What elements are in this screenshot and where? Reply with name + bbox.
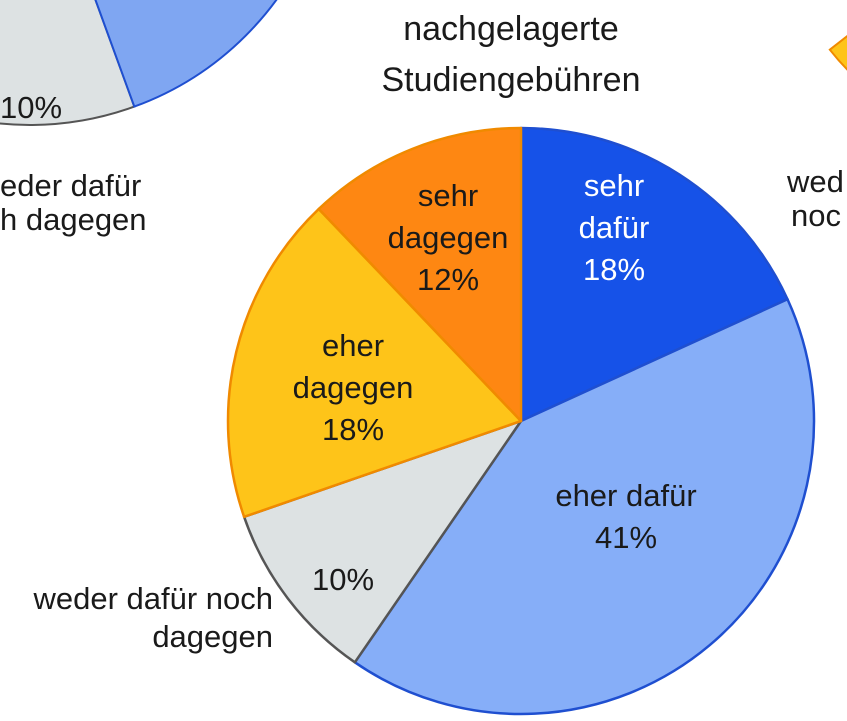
- pie-value-label: 10%: [312, 562, 374, 597]
- pie-category-label: dagegen: [293, 370, 414, 405]
- pie-category-label: dagegen: [152, 619, 273, 654]
- pie-category-label: sehr: [418, 178, 478, 213]
- pie-slice-sehr-dagegen: [317, 126, 523, 423]
- left-pie-chart: 10% eder dafür h dagegen: [0, 0, 278, 237]
- left-pie-value-label: 10%: [0, 90, 62, 125]
- pie-category-label: weder dafür noch: [32, 581, 273, 616]
- right-pie-slice-eher-dagegen: [828, 34, 847, 71]
- pie-category-label: dagegen: [388, 220, 509, 255]
- pie-slice-weder-daf-r-noch-dagegen: [242, 419, 523, 664]
- right-pie-category-label-1: wed: [786, 164, 844, 199]
- pie-value-label: 18%: [322, 412, 384, 447]
- right-pie-chart: wed noc: [786, 34, 847, 233]
- left-pie-slice-eher-dafuer: [94, 0, 278, 108]
- main-pie-chart: [226, 126, 816, 716]
- pie-slice-eher-dagegen: [226, 207, 523, 519]
- pie-category-label: eher: [322, 328, 384, 363]
- pie-slice-eher-daf-r: [353, 298, 816, 716]
- pie-category-label: eher dafür: [555, 478, 696, 513]
- chart-title-line-1: nachgelagerte: [403, 10, 619, 48]
- pie-slice-sehr-daf-r: [519, 126, 789, 423]
- main-pie-labels: sehr dafür 18% eher dafür 41% 10% weder dafür …: [32, 168, 696, 654]
- pie-value-label: 18%: [583, 252, 645, 287]
- chart-title-line-2: Studiengebühren: [381, 61, 640, 99]
- left-pie-category-label-2: h dagegen: [0, 202, 147, 237]
- pie-category-label: sehr: [584, 168, 644, 203]
- pie-category-label: dafür: [579, 210, 650, 245]
- pie-value-label: 41%: [595, 520, 657, 555]
- right-pie-category-label-2: noc: [791, 198, 841, 233]
- left-pie-slice-weder: [0, 0, 136, 126]
- pie-value-label: 12%: [417, 262, 479, 297]
- left-pie-category-label-1: eder dafür: [0, 168, 141, 203]
